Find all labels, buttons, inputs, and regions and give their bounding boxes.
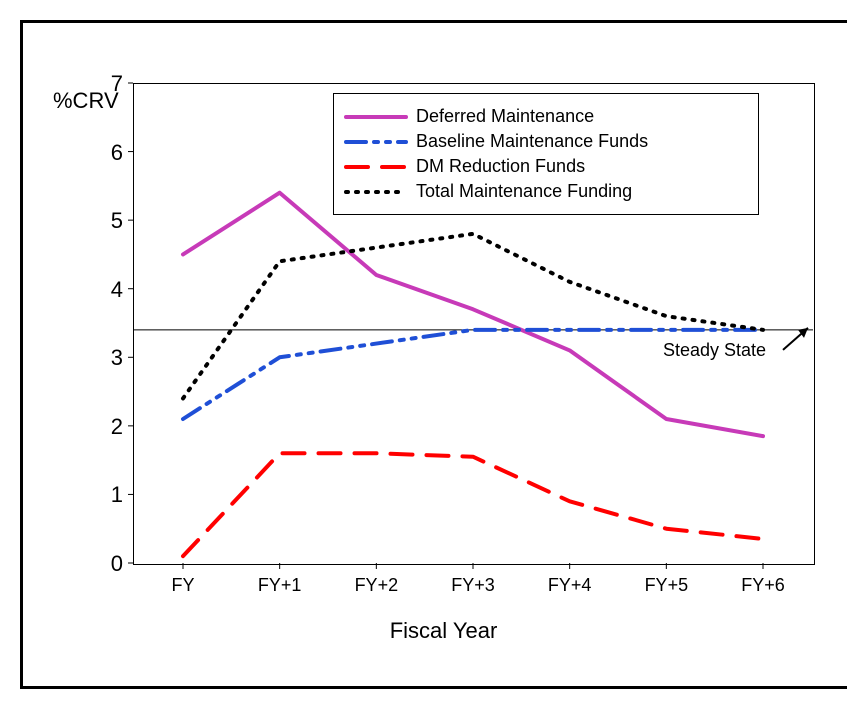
chart-svg — [23, 23, 847, 692]
y-tick-label: 5 — [93, 208, 123, 234]
y-tick-label: 3 — [93, 345, 123, 371]
x-tick-label: FY+1 — [258, 575, 302, 596]
y-tick-label: 0 — [93, 551, 123, 577]
x-tick-label: FY+4 — [548, 575, 592, 596]
y-tick-label: 6 — [93, 140, 123, 166]
y-tick-label: 4 — [93, 277, 123, 303]
chart-frame: %CRV Fiscal Year Deferred MaintenanceBas… — [20, 20, 847, 689]
x-tick-label: FY — [171, 575, 194, 596]
x-tick-label: FY+5 — [645, 575, 689, 596]
y-tick-label: 7 — [93, 71, 123, 97]
y-tick-label: 1 — [93, 482, 123, 508]
x-tick-label: FY+3 — [451, 575, 495, 596]
x-tick-label: FY+6 — [741, 575, 785, 596]
y-tick-label: 2 — [93, 414, 123, 440]
x-tick-label: FY+2 — [355, 575, 399, 596]
